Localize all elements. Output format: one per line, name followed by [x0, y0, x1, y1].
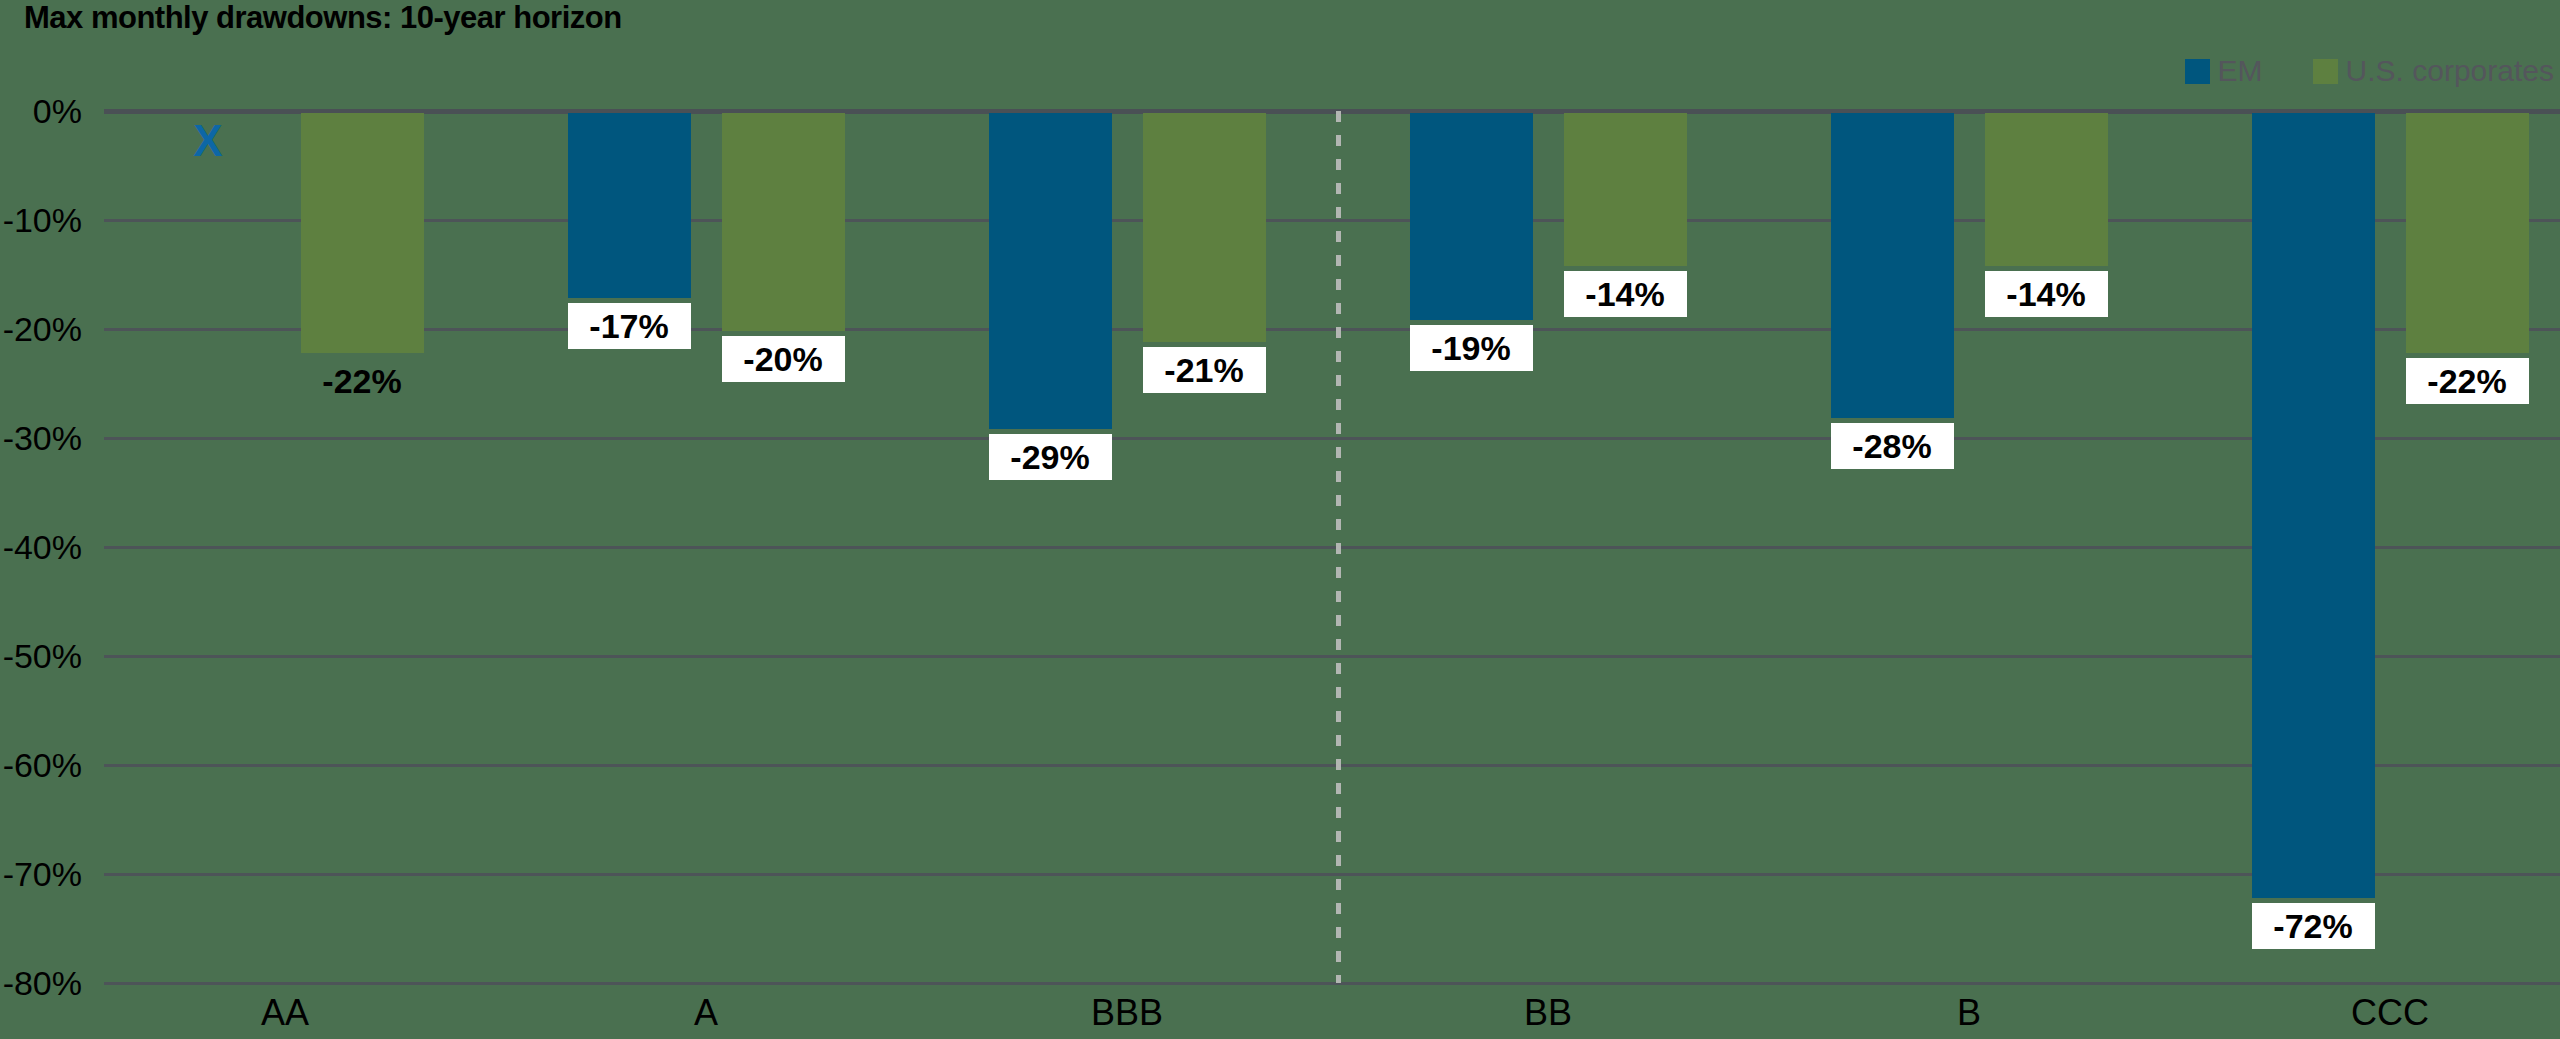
y-axis-tick-label: -80%: [0, 963, 82, 1003]
gridline: [104, 546, 2560, 549]
bar-value-label: -19%: [1410, 325, 1533, 371]
gridline: [104, 437, 2560, 440]
bar-chart: 0% -10% -20% -30% -40% -50% -60% -70% -80% X -22% A…: [0, 0, 2560, 1039]
bar-value-label: -14%: [1564, 271, 1687, 317]
bar-value-label: -20%: [722, 336, 845, 382]
bar-value-label: -22%: [301, 358, 424, 404]
x-axis-category-label: CCC: [2270, 992, 2510, 1034]
bar-value-label: -28%: [1831, 423, 1954, 469]
bar-u-s-corporates-bbb: [1143, 113, 1266, 342]
bar-value-label: -21%: [1143, 347, 1266, 393]
x-axis-category-label: BB: [1428, 992, 1668, 1034]
bar-value-label: -17%: [568, 303, 691, 349]
y-axis-tick-label: -10%: [0, 200, 82, 240]
bar-value-label: -72%: [2252, 903, 2375, 949]
y-axis-tick-label: -50%: [0, 636, 82, 676]
gridline: [104, 655, 2560, 658]
y-axis-tick-label: -70%: [0, 854, 82, 894]
bar-value-label: -29%: [989, 434, 1112, 480]
y-axis-tick-label: 0%: [0, 91, 82, 131]
bar-u-s-corporates-a: [722, 113, 845, 331]
bar-u-s-corporates-bb: [1564, 113, 1687, 266]
bar-em-bbb: [989, 113, 1112, 429]
bar-em-ccc: [2252, 113, 2375, 898]
y-axis-tick-label: -30%: [0, 418, 82, 458]
x-axis-category-label: BBB: [1007, 992, 1247, 1034]
y-axis-tick-label: -20%: [0, 309, 82, 349]
bar-value-label: -14%: [1985, 271, 2108, 317]
x-axis-line: [104, 109, 2560, 114]
y-axis-tick-label: -60%: [0, 745, 82, 785]
gridline: [104, 982, 2560, 985]
y-axis-tick-label: -40%: [0, 527, 82, 567]
bar-u-s-corporates-b: [1985, 113, 2108, 266]
no-data-x-marker: X: [168, 119, 248, 163]
gridline: [104, 219, 2560, 222]
bar-em-bb: [1410, 113, 1533, 320]
x-axis-category-label: A: [586, 992, 826, 1034]
ig-hy-divider-dashed-line: [1336, 111, 1341, 983]
bar-em-a: [568, 113, 691, 298]
bar-em-b: [1831, 113, 1954, 418]
bar-u-s-corporates-ccc: [2406, 113, 2529, 353]
x-axis-category-label: AA: [165, 992, 405, 1034]
bar-value-label: -22%: [2406, 358, 2529, 404]
gridline: [104, 873, 2560, 876]
gridline: [104, 764, 2560, 767]
x-axis-category-label: B: [1849, 992, 2089, 1034]
gridline: [104, 328, 2560, 331]
bar-u-s-corporates-aa: [301, 113, 424, 353]
